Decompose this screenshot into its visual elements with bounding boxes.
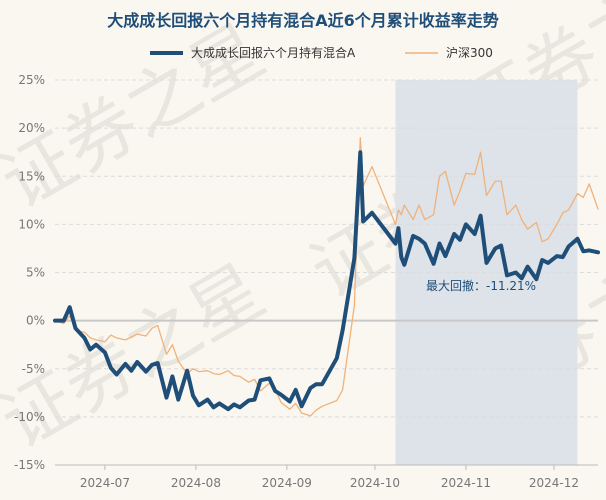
- y-tick-label: 0%: [26, 314, 45, 328]
- grid: [55, 79, 598, 466]
- x-tick-label: 2024-12: [529, 476, 579, 490]
- legend-label-index: 沪深300: [446, 46, 493, 60]
- y-tick-label: 5%: [26, 266, 45, 280]
- y-tick-label: -5%: [22, 362, 45, 376]
- y-tick-label: 25%: [18, 73, 45, 87]
- x-tick-label: 2024-08: [171, 476, 221, 490]
- y-tick-label: -15%: [14, 458, 45, 472]
- y-tick-label: 15%: [18, 169, 45, 183]
- series: [53, 137, 600, 417]
- x-tick-label: 2024-09: [262, 476, 312, 490]
- legend: 大成成长回报六个月持有混合A 沪深300: [150, 45, 493, 60]
- x-tick-label: 2024-10: [350, 476, 400, 490]
- chart-title: 大成成长回报六个月持有混合A近6个月累计收益率走势: [107, 11, 499, 30]
- x-tick-label: 2024-11: [441, 476, 491, 490]
- y-tick-label: 20%: [18, 121, 45, 135]
- drawdown-annotation: 最大回撤：-11.21%: [426, 278, 536, 293]
- series-line-fund: [53, 150, 600, 412]
- y-tick-label: 10%: [18, 217, 45, 231]
- axes: 25% 20% 15% 10% 5% 0% -5% -10% -15% 2024-07 2024-0…: [14, 73, 598, 490]
- x-tick-label: 2024-07: [80, 476, 130, 490]
- y-tick-label: -10%: [14, 410, 45, 424]
- legend-label-fund: 大成成长回报六个月持有混合A: [191, 45, 356, 60]
- series-line-index: [54, 137, 599, 417]
- watermark-text: 证券之星: [0, 248, 278, 465]
- watermark-text: 证券之星: [0, 8, 278, 225]
